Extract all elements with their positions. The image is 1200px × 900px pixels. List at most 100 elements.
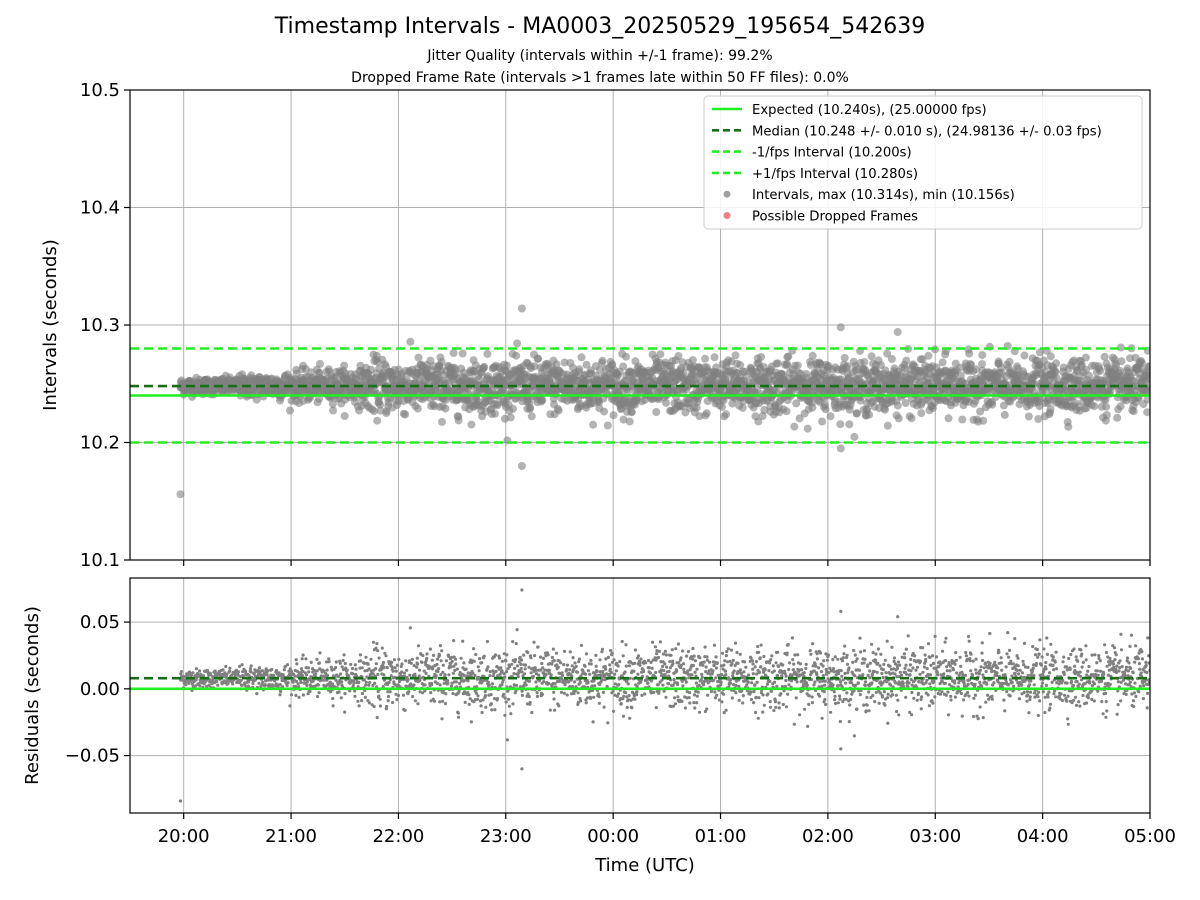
residual-point: [692, 693, 697, 697]
residual-point: [542, 680, 546, 684]
residual-point: [686, 672, 690, 676]
residual-point: [396, 693, 401, 698]
residual-point: [650, 666, 654, 670]
interval-point: [793, 361, 802, 370]
residual-point: [596, 673, 600, 677]
residual-point: [400, 670, 404, 674]
residual-point: [619, 697, 623, 701]
interval-point: [782, 407, 791, 416]
residual-point: [670, 648, 674, 652]
interval-point: [1129, 407, 1138, 416]
residual-point: [394, 692, 398, 696]
residual-point: [396, 683, 400, 687]
residual-point: [732, 682, 736, 687]
residual-point: [694, 681, 699, 685]
residual-point: [514, 689, 518, 694]
residual-point: [721, 651, 725, 655]
residual-point: [577, 660, 581, 664]
residual-point: [341, 658, 345, 663]
residual-point: [619, 702, 623, 706]
residual-point: [657, 691, 661, 695]
residual-point: [664, 695, 668, 699]
residual-point: [675, 669, 679, 673]
residual-point: [646, 681, 650, 685]
residual-point: [274, 668, 279, 673]
residual-point: [693, 706, 697, 710]
residual-point: [493, 653, 498, 657]
residual-point: [727, 676, 731, 680]
residual-point: [467, 693, 471, 697]
residual-point: [589, 696, 593, 701]
residual-point: [676, 642, 681, 646]
residual-point: [749, 690, 753, 694]
residual-point: [394, 669, 398, 673]
residual-point: [527, 695, 531, 699]
residual-point: [228, 666, 232, 670]
residual-point: [677, 661, 681, 665]
residual-point: [438, 700, 442, 704]
residual-point: [493, 708, 497, 712]
residual-point: [238, 664, 242, 669]
residual-point: [447, 673, 451, 677]
residual-point: [282, 668, 286, 672]
residual-point: [441, 663, 445, 667]
residual-point: [552, 697, 556, 701]
interval-point: [976, 407, 985, 416]
residual-point: [725, 650, 729, 654]
residual-point: [469, 674, 473, 678]
interval-point: [316, 359, 324, 368]
residual-point: [304, 657, 308, 661]
residual-point: [518, 655, 522, 659]
residual-point: [395, 698, 399, 702]
residual-point: [194, 667, 198, 671]
interval-point: [757, 353, 766, 361]
interval-point: [978, 351, 987, 360]
residual-point: [376, 672, 380, 677]
residual-point: [198, 684, 202, 688]
residual-point: [329, 665, 333, 669]
residual-point: [265, 673, 269, 677]
residual-point: [349, 662, 353, 667]
residual-point: [299, 667, 304, 671]
residual-point: [304, 673, 309, 677]
residual-point: [751, 667, 755, 671]
residual-point: [701, 663, 705, 667]
residual-point: [560, 671, 564, 675]
residual-point: [417, 668, 422, 672]
residual-point: [639, 680, 643, 684]
intervals-ylabel: Intervals (seconds): [40, 239, 61, 411]
residual-point: [613, 693, 617, 697]
interval-point: [340, 361, 349, 370]
residual-point: [705, 707, 709, 711]
residual-point: [550, 662, 554, 666]
residual-point: [251, 681, 255, 686]
residual-point: [577, 657, 582, 661]
residual-point: [478, 657, 482, 661]
interval-point: [176, 490, 185, 499]
interval-point: [1100, 352, 1109, 361]
interval-point: [1052, 373, 1061, 382]
residual-point: [559, 690, 564, 694]
interval-point: [802, 370, 811, 378]
residual-point: [421, 654, 425, 658]
interval-point: [918, 355, 927, 364]
residual-point: [726, 647, 730, 651]
residual-point: [352, 681, 356, 685]
residual-point: [646, 658, 651, 663]
residual-point: [364, 680, 368, 684]
residual-point: [504, 700, 508, 704]
residual-point: [573, 680, 577, 684]
residual-point: [744, 665, 748, 669]
residual-point: [425, 652, 429, 656]
residual-point: [283, 664, 287, 669]
residual-point: [709, 689, 714, 694]
residual-point: [720, 700, 724, 704]
residual-point: [381, 685, 385, 689]
residual-point: [475, 697, 479, 702]
interval-point: [876, 361, 885, 370]
residual-point: [679, 656, 683, 660]
residual-point: [395, 663, 399, 667]
residual-point: [228, 669, 232, 673]
residual-point: [327, 657, 331, 661]
